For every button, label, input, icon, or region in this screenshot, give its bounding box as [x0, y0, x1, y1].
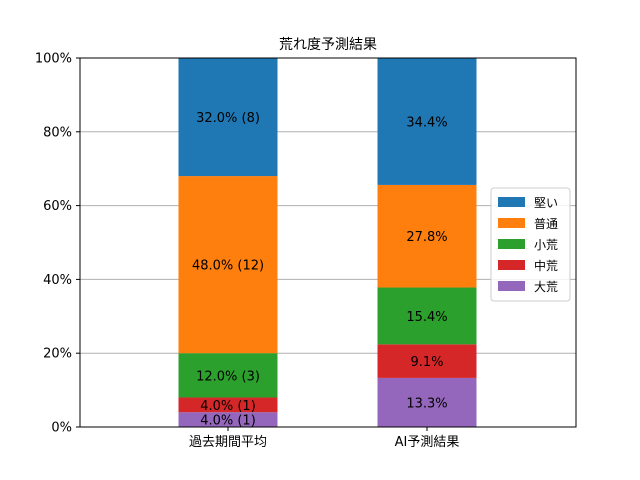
segment-label: 48.0% (12): [192, 259, 264, 274]
y-tick-label: 20%: [43, 347, 72, 362]
bar-segment: [178, 397, 278, 413]
segment-label: 9.1%: [410, 355, 443, 370]
bar-segment: [377, 377, 477, 427]
plot-frame: [79, 57, 577, 428]
segment-label: 12.0% (3): [196, 369, 260, 384]
y-tick-label: 80%: [43, 125, 72, 140]
segment-label: 4.0% (1): [200, 414, 256, 429]
bars-group: [178, 58, 477, 427]
legend-label: 普通: [534, 217, 558, 231]
legend-swatch: [498, 239, 525, 249]
y-tick-label: 0%: [51, 421, 72, 436]
legend-swatch: [498, 197, 525, 207]
x-tick-label: 過去期間平均: [189, 435, 267, 450]
x-tick-label: AI予測結果: [395, 435, 460, 450]
y-tick-label: 40%: [43, 273, 72, 288]
chart-title: 荒れ度予測結果: [279, 37, 377, 53]
segment-label: 34.4%: [406, 115, 447, 130]
x-axis: 過去期間平均 AI予測結果: [189, 427, 459, 450]
segment-label: 27.8%: [406, 230, 447, 245]
legend-label: 中荒: [534, 258, 558, 273]
segment-label: 32.0% (8): [196, 111, 260, 126]
bar-segment: [178, 353, 278, 398]
y-axis: 0% 20% 40% 60% 80% 100%: [35, 52, 80, 436]
bar-segment: [377, 287, 477, 345]
segment-label: 13.3%: [406, 396, 447, 411]
legend-label: 小荒: [534, 238, 558, 252]
legend-label: 堅い: [534, 196, 558, 210]
legend-box: [490, 187, 571, 302]
y-tick-label: 60%: [43, 199, 72, 214]
bar-segment: [377, 344, 477, 378]
legend-swatch: [498, 281, 525, 291]
bar-segment: [178, 176, 278, 354]
bar-segment: [178, 58, 278, 177]
y-tick-label: 100%: [35, 52, 72, 67]
bar-segment: [377, 58, 477, 185]
bar-segment: [377, 184, 477, 288]
segment-labels: 4.0% (1)4.0% (1) 12.0% (3) 48.0% (12) 32.0%…: [192, 111, 448, 429]
legend-swatch: [498, 218, 525, 228]
legend-swatch: [498, 260, 525, 270]
legend-label: 大荒: [534, 280, 558, 294]
segment-label: 4.0% (1): [200, 399, 256, 414]
segment-label: 15.4%: [406, 310, 447, 325]
bar-segment: [178, 412, 278, 427]
